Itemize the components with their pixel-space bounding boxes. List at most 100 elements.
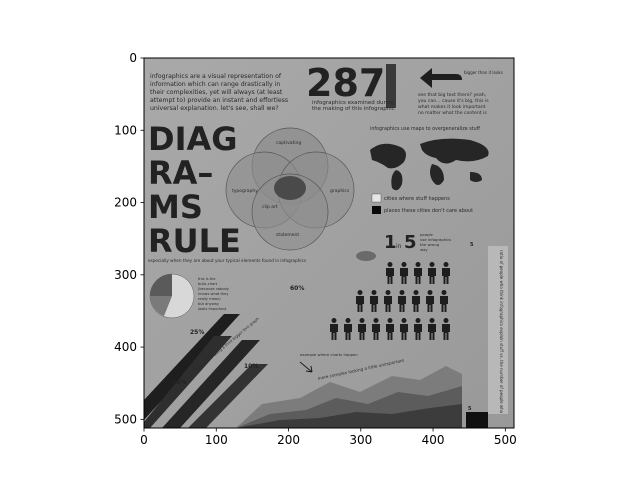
y-tick-label: 300 bbox=[114, 268, 137, 282]
legend-swatch bbox=[372, 206, 381, 214]
pie-slice bbox=[150, 274, 172, 296]
people-icon-grid bbox=[330, 262, 450, 340]
infographic-image: infographics are a visual representation… bbox=[144, 58, 514, 428]
person-icon bbox=[442, 318, 450, 340]
intro-paragraph: infographics are a visual representation… bbox=[150, 73, 288, 112]
person-icon bbox=[358, 318, 366, 340]
arrow-caption: bigger than it looks bbox=[464, 70, 503, 75]
ratio-text-line: people bbox=[420, 232, 434, 237]
arrow-text-line: what makes it look important bbox=[418, 104, 486, 110]
image-background bbox=[144, 58, 514, 428]
arrow-block: bigger than it looks see that big text t… bbox=[418, 68, 503, 116]
count-caption-line: the making of this infographic bbox=[312, 106, 395, 112]
arrow-text-line: you can... cause it's big, this is bbox=[418, 98, 489, 104]
ratio-text-line: way bbox=[420, 247, 428, 252]
person-icon bbox=[414, 262, 422, 284]
map-continent bbox=[420, 138, 489, 164]
intro-line: attempt to) provide an instant and effor… bbox=[150, 97, 288, 104]
stripe bbox=[162, 340, 260, 428]
pie-caption-line: bulls-chart bbox=[198, 282, 218, 286]
x-tick-label: 400 bbox=[422, 433, 445, 447]
venn-center bbox=[274, 176, 306, 200]
percent-label: 25% bbox=[190, 329, 204, 336]
bottom-bar bbox=[466, 412, 488, 428]
stripe bbox=[188, 364, 268, 428]
bar-label-top: 5 bbox=[470, 242, 474, 248]
venn-label: captivating bbox=[276, 140, 301, 146]
arrow-text-line: see that big text there? yeah, bbox=[418, 92, 487, 98]
percent-label: 10% bbox=[244, 363, 258, 370]
area-layer bbox=[236, 404, 462, 428]
venn-circle bbox=[251, 173, 329, 251]
left-arrow-icon bbox=[420, 68, 462, 88]
pie-caption-line: really mean) bbox=[198, 297, 221, 301]
x-axis: 0 100 200 300 400 500 bbox=[140, 428, 517, 447]
y-tick-label: 500 bbox=[114, 412, 137, 426]
intro-line: infographics are a visual representation… bbox=[150, 73, 282, 80]
pie-block: this is the bulls-chart (because nobody … bbox=[149, 273, 230, 319]
stripe bbox=[144, 336, 232, 428]
pie-caption-line: but anyway bbox=[198, 302, 220, 306]
vertical-bar-block: ratio of people who think infographics e… bbox=[466, 242, 508, 428]
venn-label: clip art bbox=[262, 204, 278, 210]
pie-caption-line: knows what they bbox=[198, 292, 229, 296]
title-block: DIAG RA– MS RULE bbox=[148, 120, 241, 260]
x-tick-label: 500 bbox=[494, 433, 517, 447]
count-side-bar bbox=[386, 64, 396, 108]
small-bubble bbox=[356, 251, 376, 261]
person-icon bbox=[370, 290, 378, 312]
person-icon bbox=[372, 318, 380, 340]
legend-label: places these cities don't care about bbox=[384, 208, 473, 214]
pie-caption-line: this is the bbox=[198, 277, 216, 281]
title-line: MS bbox=[148, 188, 203, 226]
person-icon bbox=[386, 262, 394, 284]
person-icon bbox=[428, 318, 436, 340]
person-icon bbox=[412, 290, 420, 312]
intro-line: universal explanation. let's see, shall … bbox=[150, 105, 279, 112]
ratio-big: 1 bbox=[384, 232, 397, 253]
bar-label-bottom: 5 bbox=[468, 406, 472, 412]
vertical-bar bbox=[488, 246, 508, 414]
person-icon bbox=[330, 318, 338, 340]
subtitle: especially when they are about your typi… bbox=[148, 258, 306, 263]
ratio-small: in bbox=[396, 243, 402, 250]
ratio-text-line: the wrong bbox=[420, 242, 440, 247]
ratio-text-line: use infographics bbox=[420, 237, 451, 242]
percent-label: 60% bbox=[290, 285, 304, 292]
venn-label: graphics bbox=[330, 188, 350, 194]
map-continent bbox=[391, 170, 403, 191]
ratio-block: 1 in 5 people use infographics the wrong… bbox=[384, 232, 451, 253]
x-tick-label: 200 bbox=[277, 433, 300, 447]
title-line: DIAG bbox=[148, 120, 238, 158]
person-icon bbox=[356, 290, 364, 312]
person-icon bbox=[386, 318, 394, 340]
vertical-text: ratio of people who think infographics e… bbox=[499, 250, 504, 414]
stripe-chart: 60% 25% 10% 05% likelihood of using a th… bbox=[144, 285, 304, 428]
intro-line: information which can range drastically … bbox=[150, 81, 280, 88]
map-title: infographics use maps to overgeneralize … bbox=[370, 126, 481, 132]
world-map: infographics use maps to overgeneralize … bbox=[370, 126, 489, 214]
image-border bbox=[143, 57, 515, 429]
person-icon bbox=[400, 318, 408, 340]
person-icon bbox=[440, 290, 448, 312]
y-tick-label: 0 bbox=[129, 51, 137, 65]
legend-swatch bbox=[371, 193, 382, 203]
count-big: 287 bbox=[306, 61, 385, 105]
x-tick-label: 100 bbox=[205, 433, 228, 447]
percent-label: 05% bbox=[172, 379, 186, 386]
x-tick-label: 300 bbox=[349, 433, 372, 447]
arrow-text-line: no matter what the content is bbox=[418, 110, 487, 116]
venn-diagram: captivating typography graphics clip art… bbox=[225, 127, 355, 251]
person-icon bbox=[400, 262, 408, 284]
y-axis: 0 100 200 300 400 500 bbox=[114, 51, 144, 426]
x-tick-label: 0 bbox=[140, 433, 148, 447]
map-continent bbox=[430, 164, 444, 185]
person-icon bbox=[428, 262, 436, 284]
pie-caption-line: looks important bbox=[198, 307, 227, 311]
person-icon bbox=[344, 318, 352, 340]
map-continent bbox=[470, 172, 482, 182]
person-icon bbox=[414, 318, 422, 340]
person-icon bbox=[398, 290, 406, 312]
venn-label: typography bbox=[232, 188, 258, 194]
